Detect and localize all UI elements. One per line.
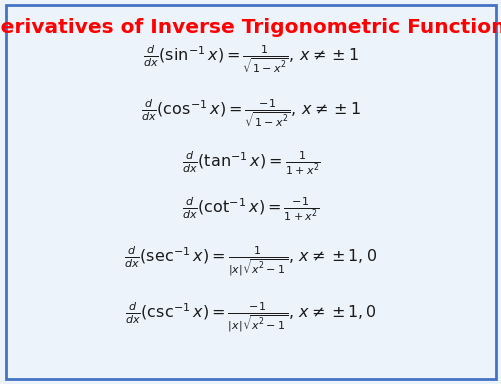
Text: Derivatives of Inverse Trigonometric Functions: Derivatives of Inverse Trigonometric Fun… [0,18,501,37]
Text: $\frac{d}{dx}\left(\sec^{-1}x\right)=\frac{1}{|x|\sqrt{x^{2}-1}},\,x\neq\pm1,0$: $\frac{d}{dx}\left(\sec^{-1}x\right)=\fr… [124,244,377,278]
Text: $\frac{d}{dx}\left(\sin^{-1}x\right)=\frac{1}{\sqrt{1-x^{2}}},\,x\neq\pm1$: $\frac{d}{dx}\left(\sin^{-1}x\right)=\fr… [143,44,358,75]
Text: $\frac{d}{dx}\left(\csc^{-1}x\right)=\frac{-1}{|x|\sqrt{x^{2}-1}},\,x\neq\pm1,0$: $\frac{d}{dx}\left(\csc^{-1}x\right)=\fr… [125,300,376,334]
Text: $\frac{d}{dx}\left(\cos^{-1}x\right)=\frac{-1}{\sqrt{1-x^{2}}},\,x\neq\pm1$: $\frac{d}{dx}\left(\cos^{-1}x\right)=\fr… [141,98,360,129]
Text: $\frac{d}{dx}\left(\cot^{-1}x\right)=\frac{-1}{1+x^{2}}$: $\frac{d}{dx}\left(\cot^{-1}x\right)=\fr… [182,195,319,223]
Text: $\frac{d}{dx}\left(\tan^{-1}x\right)=\frac{1}{1+x^{2}}$: $\frac{d}{dx}\left(\tan^{-1}x\right)=\fr… [181,149,320,177]
